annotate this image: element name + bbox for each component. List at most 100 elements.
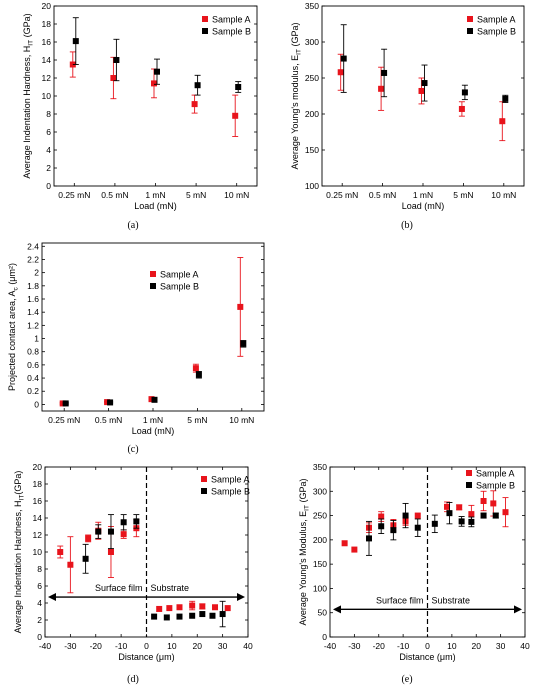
y-tick-label: 100	[313, 583, 327, 593]
legend-label: Sample A	[211, 475, 250, 485]
arrow-left-head	[333, 605, 341, 614]
data-point	[414, 512, 421, 519]
surface-film-label: Surface film	[95, 583, 143, 593]
y-tick-label: 12	[42, 73, 52, 83]
data-point	[378, 513, 385, 520]
series-sample-b	[366, 502, 499, 556]
panel-e: 0 50 100 150 200 250 300 350 -40 -30 -20 -10 0 10 20 30…	[298, 462, 530, 662]
y-tick-label: 1	[34, 334, 39, 344]
x-tick-label: 0	[144, 641, 149, 651]
data-point	[337, 69, 344, 76]
substrate-label: Substrate	[151, 583, 190, 593]
data-point	[133, 518, 140, 525]
x-axis-label: Load (mN)	[402, 201, 445, 211]
legend-label: Sample A	[160, 270, 199, 280]
y-tick-label: 200	[313, 535, 327, 545]
y-tick-label: 18	[33, 479, 43, 489]
y-tick-label: 0	[37, 632, 42, 642]
panel-caption: (b)	[401, 220, 413, 231]
plot-frame	[41, 242, 265, 412]
data-point	[490, 500, 497, 507]
y-tick-label: 100	[305, 181, 319, 191]
arrow-left-head	[48, 593, 56, 602]
data-point	[107, 528, 114, 535]
data-point	[492, 512, 499, 519]
x-axis-label: Distance (μm)	[399, 652, 455, 662]
data-point	[154, 68, 160, 75]
y-tick-label: 250	[305, 73, 319, 83]
y-tick-label: 1.8	[27, 281, 39, 291]
panel-c: 0 0.2 0.4 0.6 0.8 1 1.2 1.4 1.6 1.8 2 2.2 2.4 0.25 mN…	[7, 241, 265, 436]
data-point	[456, 504, 463, 511]
y-tick-label: 20	[42, 1, 52, 11]
data-point	[341, 540, 348, 547]
y-tick-label: 0.6	[27, 360, 39, 370]
panel-caption: (d)	[127, 674, 139, 685]
y-tick-label: 2	[37, 615, 42, 625]
y-tick-label: 2	[46, 163, 51, 173]
data-point	[151, 613, 158, 620]
legend-label: Sample A	[477, 15, 516, 25]
y-axis-label-main: Average Indentation Hardness, H	[22, 46, 32, 179]
data-point	[95, 528, 102, 535]
y-axis-label-unit: (GPa)	[22, 13, 32, 40]
data-point	[240, 340, 247, 347]
y-axis-label: Average Indentation Hardness, HIT(GPa)	[13, 471, 26, 634]
panel-caption: (c)	[127, 444, 138, 455]
legend-label: Sample B	[211, 487, 250, 497]
series-sample-b	[340, 24, 509, 103]
y-tick-label: 200	[305, 109, 319, 119]
y-tick-label: 300	[313, 486, 327, 496]
data-point	[195, 371, 202, 378]
legend-label: Sample B	[160, 282, 199, 292]
data-point	[444, 503, 450, 510]
x-tick-label: -10	[115, 641, 128, 651]
data-point	[224, 605, 231, 612]
y-tick-label: 0	[322, 632, 327, 642]
data-point	[113, 57, 120, 63]
data-point	[156, 605, 163, 612]
data-point	[62, 400, 69, 407]
data-point	[194, 82, 201, 89]
x-tick-label: 0	[425, 641, 430, 651]
y-axis-label: Average Young's modulus, EIT (GPa)	[290, 23, 303, 170]
data-point	[163, 614, 170, 621]
y-axis-label-subscript: IT	[304, 505, 311, 511]
data-point	[502, 95, 509, 102]
substrate-label: Substrate	[432, 595, 471, 605]
legend-marker	[202, 16, 208, 22]
x-tick-label: 20	[193, 641, 203, 651]
y-tick-label: 2.4	[27, 241, 39, 251]
y-tick-label: 4	[46, 145, 51, 155]
y-tick-label: 20	[33, 462, 43, 472]
x-tick-label: 10	[447, 641, 457, 651]
data-point	[366, 535, 372, 542]
data-point	[110, 75, 117, 81]
y-tick-label: 14	[33, 513, 43, 523]
y-tick-label: 1.4	[27, 307, 39, 317]
y-tick-label: 8	[46, 109, 51, 119]
y-tick-label: 2	[34, 268, 39, 278]
legend-marker	[466, 470, 472, 476]
x-tick-label: 20	[472, 641, 482, 651]
x-tick-label: 5 mN	[453, 190, 473, 200]
data-point	[458, 105, 465, 112]
arrow-right-head	[514, 605, 522, 614]
y-axis-label-unit: (GPa)	[298, 479, 308, 506]
x-axis-label: Distance (μm)	[118, 652, 174, 662]
x-tick-label: -20	[373, 641, 386, 651]
y-tick-label: 16	[42, 37, 52, 47]
legend-marker	[467, 16, 473, 22]
data-point	[192, 365, 199, 372]
x-tick-label: -40	[39, 641, 52, 651]
y-axis-label-main: Average Young's modulus, E	[290, 55, 300, 170]
data-point	[199, 603, 206, 610]
legend-label: Sample B	[477, 27, 516, 37]
y-axis-label-subscript: IT	[296, 49, 303, 55]
x-tick-label: 5 mN	[186, 190, 206, 200]
y-axis-label-main: Average Indentation Hardness, H	[13, 500, 23, 633]
surface-film-label: Surface film	[376, 595, 424, 605]
legend-marker	[201, 476, 207, 482]
data-point	[59, 400, 66, 407]
y-axis-label-main: Average Young's Modulus, E	[298, 511, 308, 626]
